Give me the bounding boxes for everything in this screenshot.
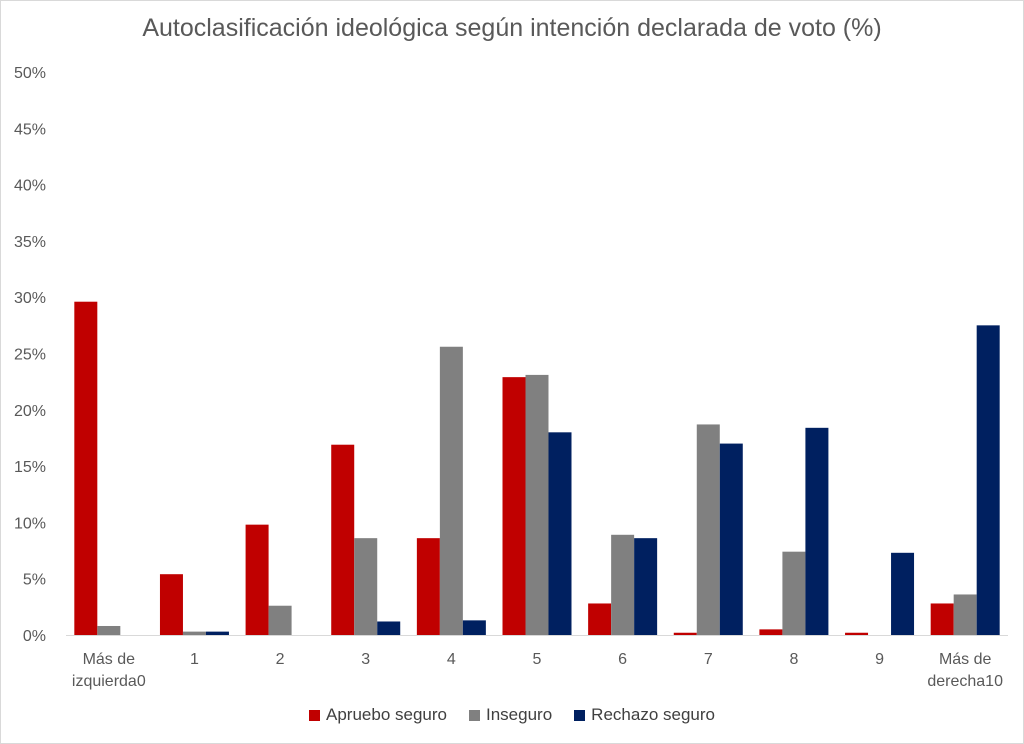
y-tick-label: 45% xyxy=(14,121,46,138)
x-tick-label: 2 xyxy=(276,651,285,668)
chart-legend: Apruebo seguro Inseguro Rechazo seguro xyxy=(0,705,1024,725)
bar xyxy=(696,424,720,635)
bar xyxy=(673,632,697,635)
y-tick-label: 5% xyxy=(23,572,46,589)
y-tick-label: 25% xyxy=(14,347,46,364)
legend-swatch xyxy=(574,709,586,721)
bar xyxy=(377,621,401,635)
bar xyxy=(953,594,977,635)
y-tick-label: 20% xyxy=(14,403,46,420)
bar xyxy=(502,377,526,635)
legend-item: Inseguro xyxy=(469,705,552,725)
bar xyxy=(525,374,549,635)
chart-title: Autoclasificación ideológica según inten… xyxy=(142,14,882,42)
x-tick-label: Más de xyxy=(83,651,136,668)
bar xyxy=(759,629,783,635)
y-tick-label: 30% xyxy=(14,290,46,307)
bar xyxy=(245,524,269,635)
bar xyxy=(74,301,98,635)
bar xyxy=(439,346,463,635)
bar xyxy=(782,551,806,635)
legend-label: Inseguro xyxy=(486,705,553,724)
legend-label: Rechazo seguro xyxy=(591,705,715,724)
y-tick-label: 10% xyxy=(14,515,46,532)
bar xyxy=(634,538,658,635)
x-tick-label: Más de xyxy=(939,651,992,668)
x-tick-label: 9 xyxy=(875,651,884,668)
x-tick-label: derecha10 xyxy=(927,673,1003,690)
x-tick-label: 7 xyxy=(704,651,713,668)
y-tick-label: 40% xyxy=(14,178,46,195)
bar xyxy=(182,631,206,635)
bar xyxy=(159,574,183,635)
bar xyxy=(976,325,1000,635)
bar xyxy=(462,620,486,635)
bar xyxy=(891,552,915,635)
bar xyxy=(331,444,355,635)
legend-item: Rechazo seguro xyxy=(574,705,715,725)
legend-item: Apruebo seguro xyxy=(309,705,447,725)
bar xyxy=(354,538,378,635)
bar xyxy=(97,625,121,635)
x-tick-label: 8 xyxy=(789,651,798,668)
bar xyxy=(588,603,612,635)
x-tick-label: 3 xyxy=(361,651,370,668)
bar xyxy=(845,632,869,635)
legend-swatch xyxy=(309,709,321,721)
y-tick-label: 50% xyxy=(14,65,46,82)
x-tick-label: izquierda0 xyxy=(72,673,146,690)
x-tick-label: 5 xyxy=(533,651,542,668)
bar xyxy=(205,631,229,635)
y-tick-label: 15% xyxy=(14,459,46,476)
bar xyxy=(719,443,743,635)
bar xyxy=(416,538,440,635)
x-tick-label: 4 xyxy=(447,651,456,668)
bar xyxy=(548,432,572,635)
legend-swatch xyxy=(469,709,480,721)
bar xyxy=(805,427,829,635)
x-tick-label: 1 xyxy=(190,651,199,668)
bar xyxy=(611,534,635,635)
x-tick-label: 6 xyxy=(618,651,627,668)
bar xyxy=(930,603,954,635)
y-tick-label: 0% xyxy=(23,628,46,645)
y-tick-label: 35% xyxy=(14,234,46,251)
bar xyxy=(268,605,292,635)
legend-label: Apruebo seguro xyxy=(326,705,447,724)
